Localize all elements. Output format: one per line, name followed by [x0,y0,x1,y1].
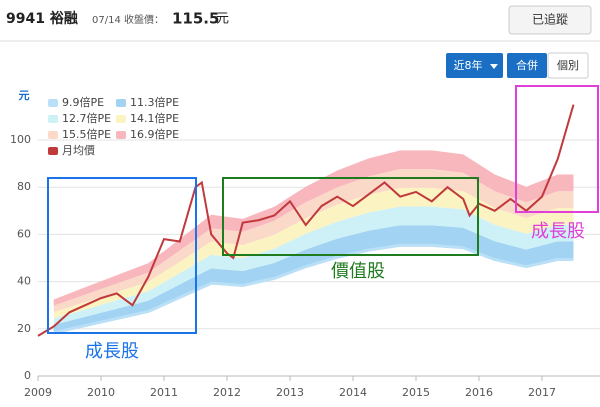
legend-swatch [116,131,126,139]
consolidated-button-label[interactable]: 合併 [516,58,538,72]
annotation-box [515,85,599,213]
y-tick-label: 20 [17,322,31,335]
date-label: 07/14 收盤價： [92,13,164,26]
legend-label: 9.9倍PE [62,95,104,109]
follow-button-label[interactable]: 已追蹤 [532,12,568,27]
legend-label: 12.7倍PE [62,111,111,125]
x-tick-label: 2013 [276,386,304,399]
legend-swatch [48,147,58,155]
annotation-box [222,177,479,256]
y-tick-label: 100 [10,133,31,146]
legend-swatch [48,99,58,107]
stock-symbol: 9941 裕融 [6,10,78,27]
x-tick-label: 2017 [528,386,556,399]
x-tick-label: 2016 [465,386,493,399]
price-unit: 元 [216,12,229,27]
y-tick-label: 40 [17,275,31,288]
x-tick-label: 2014 [339,386,367,399]
legend-swatch [116,99,126,107]
price: 115.5 [172,10,219,28]
y-unit: 元 [19,89,30,102]
x-tick-label: 2015 [402,386,430,399]
plot: 0 20 40 60 80 100 2009 2010 2011 2012 2013 2014 2015… [10,95,600,399]
annotation-label: 成長股 [85,341,139,362]
x-tick-label: 2012 [213,386,241,399]
header-bar [0,0,600,40]
range-button-label[interactable]: 近8年 [454,58,483,72]
x-tick-label: 2010 [87,386,115,399]
annotation-box [47,177,197,334]
individual-button-label[interactable]: 個別 [557,59,579,72]
x-tick-label: 2009 [24,386,52,399]
follow-button[interactable] [508,5,592,35]
legend-label: 月均價 [62,143,95,157]
legend-label: 16.9倍PE [130,127,179,141]
y-tick-label: 60 [17,227,31,240]
legend-label: 14.1倍PE [130,111,179,125]
legend-swatch [48,115,58,123]
y-tick-label: 80 [17,180,31,193]
legend-swatch [48,131,58,139]
annotation-label: 成長股 [531,221,585,242]
legend-swatch [116,115,126,123]
dropdown-caret [490,64,498,69]
consolidated-button[interactable] [507,53,547,78]
legend-label: 15.5倍PE [62,127,111,141]
annotation-label: 價值股 [331,261,385,282]
x-tick-label: 2011 [150,386,178,399]
legend-label: 11.3倍PE [130,95,179,109]
y-tick-label: 0 [24,369,31,382]
range-button[interactable] [446,53,503,78]
individual-button[interactable] [547,52,589,79]
